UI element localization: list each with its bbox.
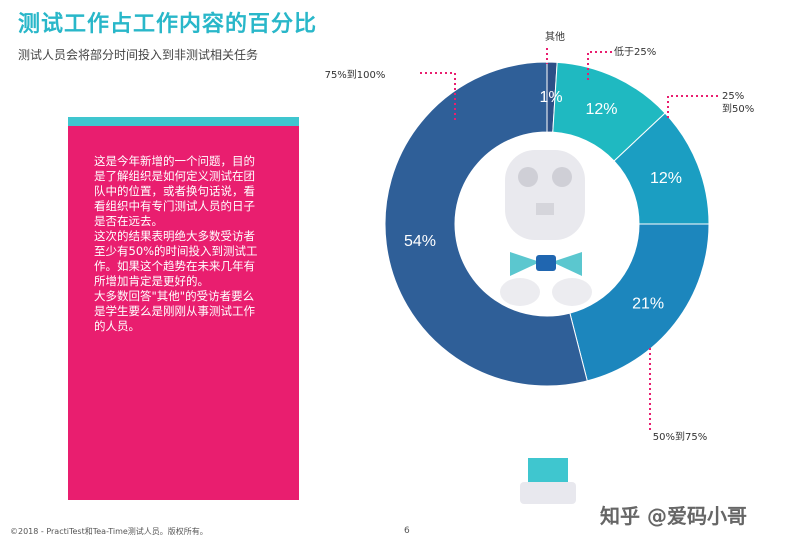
watermark: 知乎 @爱码小哥 (600, 504, 747, 528)
slice-value-label: 1% (539, 89, 562, 106)
note-line: 这次的结果表明绝大多数受访者 (94, 229, 255, 243)
footer-copyright: ©2018 - PractiTest和Tea-Time测试人员。版权所有。 (10, 527, 208, 536)
callout-label: 50%到75% (653, 431, 707, 443)
note-line: 大多数回答"其他"的受访者要么 (94, 289, 255, 303)
donut-slices (384, 61, 710, 387)
note-line: 这是今年新增的一个问题，目的 (94, 154, 255, 168)
page-number: 6 (404, 526, 410, 536)
callout-label: 到50% (722, 103, 754, 115)
slice-value-label: 54% (404, 233, 436, 250)
callout-line (420, 72, 456, 120)
page-title: 测试工作占工作内容的百分比 (18, 12, 318, 37)
slice-labels: 1% 12% 12% 21% 54% (404, 89, 682, 312)
bowtie-knot (536, 255, 556, 271)
donut-slice (569, 223, 710, 382)
page-subtitle: 测试人员会将部分时间投入到非测试相关任务 (18, 48, 259, 62)
slice-value-label: 12% (585, 101, 617, 118)
bowtie-left (510, 252, 540, 276)
note-line: 所增加肯定是更好的。 (94, 274, 209, 288)
robot-hand-right (552, 278, 592, 306)
callout-label: 75%到100% (325, 69, 386, 81)
robot-mouth (536, 203, 554, 215)
note-box: 这是今年新增的一个问题，目的 是了解组织是如何定义测试在团 队中的位置，或者换句… (68, 126, 299, 500)
note-line: 的人员。 (94, 319, 140, 333)
callout-line (667, 95, 718, 120)
stand-top (528, 458, 568, 482)
donut-slice (384, 61, 588, 387)
slice-value-label: 21% (632, 295, 664, 312)
robot-eye-left (518, 167, 538, 187)
note-line: 看组织中有专门测试人员的日子 (94, 199, 255, 213)
note-line: 是否在远去。 (94, 214, 163, 228)
note-line: 是学生要么是刚刚从事测试工作 (94, 304, 255, 318)
callout-label: 低于25% (614, 45, 656, 58)
bowtie-right (552, 252, 582, 276)
note-accent-bar (68, 117, 299, 126)
note-line: 队中的位置，或者换句话说，看 (94, 184, 255, 198)
slice-value-label: 12% (650, 170, 682, 187)
robot-eye-right (552, 167, 572, 187)
robot-head-shape (505, 150, 585, 240)
note-line: 至少有50%的时间投入到测试工 (94, 244, 258, 258)
robot-hand-left (500, 278, 540, 306)
stand-base (520, 482, 576, 504)
note-line: 作。如果这个趋势在未来几年有 (94, 259, 255, 273)
note-line: 是了解组织是如何定义测试在团 (94, 169, 255, 183)
callout-label: 其他 (545, 30, 565, 43)
callout-label: 25% (722, 91, 744, 102)
robot-illustration (500, 150, 592, 504)
